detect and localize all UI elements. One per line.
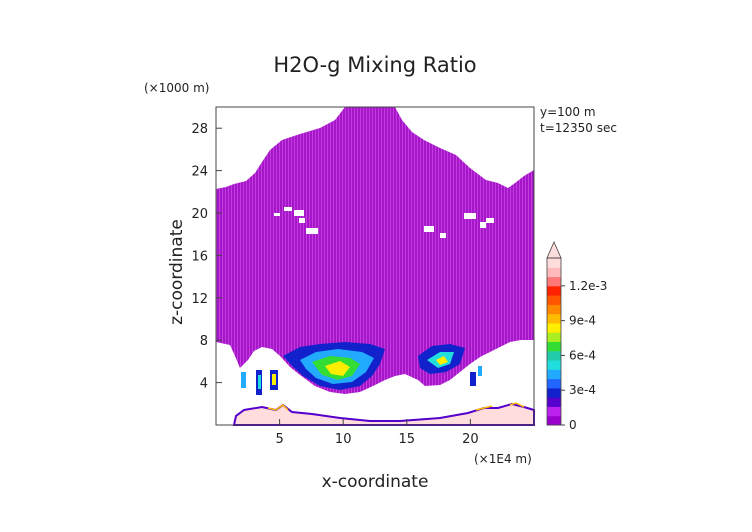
colorbar-swatch	[547, 350, 561, 361]
colorbar-swatch	[547, 378, 561, 389]
colorbar-swatch	[547, 387, 561, 398]
colorbar-swatch	[547, 332, 561, 342]
x-axis: 5 10 15 20	[275, 419, 479, 447]
y-tick-label: 8	[200, 334, 208, 349]
colorbar-label: 0	[569, 418, 577, 432]
x-tick-label: 10	[335, 432, 352, 447]
colorbar-label: 6e-4	[569, 348, 596, 362]
x-axis-label: x-coordinate	[322, 472, 429, 492]
colorbar-label: 1.2e-3	[569, 279, 607, 293]
colorbar-swatch	[547, 304, 561, 315]
colorbar-swatch	[547, 397, 561, 407]
colorbar-frame	[546, 257, 562, 426]
colorbar-swatch	[547, 369, 561, 380]
y-tick-label: 12	[191, 292, 208, 307]
colorbar-swatch	[547, 295, 561, 305]
upper-gap-right	[395, 107, 534, 188]
y-tick-label: 24	[191, 165, 208, 180]
colorbar-swatch	[547, 313, 561, 324]
surface-highlight	[267, 402, 525, 411]
y-axis-label: z-coordinate	[167, 219, 187, 325]
colorbar-swatch	[547, 276, 561, 287]
colorbar-label: 9e-4	[569, 314, 596, 328]
upper-gap-left	[216, 107, 345, 189]
chart-title: H2O-g Mixing Ratio	[273, 53, 476, 77]
moist-columns	[241, 366, 482, 395]
colorbar-swatch	[547, 267, 561, 278]
x-tick-label: 20	[462, 432, 479, 447]
colorbar-swatch	[547, 360, 561, 370]
annotation-t: t=12350 sec	[540, 121, 617, 135]
y-tick-label: 16	[191, 249, 208, 264]
moist-core-right	[418, 344, 465, 374]
colorbar-swatch	[547, 258, 561, 268]
x-tick-label: 15	[399, 432, 416, 447]
plot-area	[215, 106, 535, 426]
colorbar: 1.2e-3 9e-4 6e-4 3e-4 0	[546, 241, 607, 432]
annotation-y: y=100 m	[540, 105, 596, 119]
plot-frame	[215, 106, 535, 426]
colorbar-swatch	[547, 406, 561, 417]
y-axis: 4 8 12 16 20 24 28	[191, 122, 222, 392]
y-tick-label: 28	[191, 122, 208, 137]
moist-core-left	[283, 342, 385, 390]
colorbar-label: 3e-4	[569, 383, 596, 397]
x-unit-label: (×1E4 m)	[474, 452, 532, 466]
colorbar-swatch	[547, 415, 561, 426]
y-tick-label: 4	[200, 377, 208, 392]
y-tick-label: 20	[191, 207, 208, 222]
x-tick-label: 5	[275, 432, 283, 447]
y-unit-label: (×1000 m)	[144, 81, 209, 95]
colorbar-swatch	[547, 341, 561, 352]
upper-field	[216, 107, 534, 394]
cloud-patches	[274, 207, 494, 238]
colorbar-arrow	[546, 241, 562, 259]
colorbar-swatch	[547, 285, 561, 296]
colorbar-swatch	[547, 322, 561, 333]
